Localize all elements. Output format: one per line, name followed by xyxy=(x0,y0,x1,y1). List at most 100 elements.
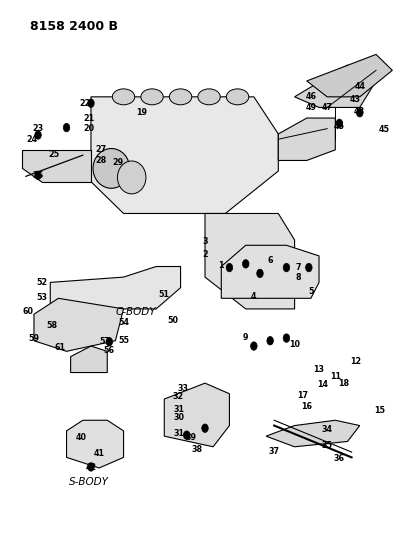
Polygon shape xyxy=(306,54,391,97)
Ellipse shape xyxy=(169,89,191,105)
Text: 50: 50 xyxy=(166,316,178,325)
Text: 3: 3 xyxy=(202,237,207,246)
Text: 22: 22 xyxy=(79,99,90,108)
Circle shape xyxy=(201,424,208,432)
Circle shape xyxy=(183,431,189,439)
Text: 57: 57 xyxy=(99,337,110,346)
Text: 32: 32 xyxy=(173,392,184,401)
Text: 24: 24 xyxy=(26,135,37,144)
Circle shape xyxy=(266,336,273,345)
Polygon shape xyxy=(294,65,375,108)
Ellipse shape xyxy=(93,149,129,188)
Text: 45: 45 xyxy=(333,122,344,131)
Circle shape xyxy=(242,260,248,268)
Text: 35: 35 xyxy=(321,441,332,450)
Text: 8: 8 xyxy=(295,272,301,281)
Polygon shape xyxy=(164,383,229,447)
Text: 61: 61 xyxy=(55,343,66,352)
Ellipse shape xyxy=(112,89,135,105)
Circle shape xyxy=(226,263,232,272)
Text: 59: 59 xyxy=(28,334,39,343)
Text: 19: 19 xyxy=(136,108,147,117)
Circle shape xyxy=(283,263,289,272)
Text: 6: 6 xyxy=(267,256,272,265)
Polygon shape xyxy=(221,245,318,298)
Text: 40: 40 xyxy=(75,433,86,442)
Text: 8158 2400 B: 8158 2400 B xyxy=(30,20,118,33)
Text: 56: 56 xyxy=(103,346,115,355)
Polygon shape xyxy=(91,97,278,214)
Text: 2: 2 xyxy=(202,251,207,260)
Text: 1: 1 xyxy=(218,261,223,270)
Text: 26: 26 xyxy=(32,171,43,180)
Ellipse shape xyxy=(117,161,146,194)
Text: 17: 17 xyxy=(297,391,308,400)
Text: 31: 31 xyxy=(173,429,184,438)
Polygon shape xyxy=(66,420,123,468)
Text: 58: 58 xyxy=(47,321,58,330)
Text: 42: 42 xyxy=(85,464,96,472)
Circle shape xyxy=(335,119,342,127)
Circle shape xyxy=(88,463,94,471)
Polygon shape xyxy=(50,266,180,309)
Text: 53: 53 xyxy=(36,293,47,302)
Polygon shape xyxy=(70,346,107,373)
Text: 27: 27 xyxy=(95,146,106,155)
Text: 39: 39 xyxy=(185,433,196,442)
Text: 16: 16 xyxy=(301,402,312,411)
Text: 54: 54 xyxy=(118,318,129,327)
Circle shape xyxy=(88,99,94,108)
Polygon shape xyxy=(34,298,123,351)
Text: 23: 23 xyxy=(32,124,43,133)
Text: 21: 21 xyxy=(83,114,94,123)
Text: 45: 45 xyxy=(378,125,389,134)
Ellipse shape xyxy=(198,89,220,105)
Circle shape xyxy=(283,334,289,342)
Text: 25: 25 xyxy=(49,150,60,159)
Circle shape xyxy=(35,171,41,180)
Text: 7: 7 xyxy=(295,263,301,272)
Text: 52: 52 xyxy=(36,278,47,287)
Text: 44: 44 xyxy=(353,82,364,91)
Text: 10: 10 xyxy=(288,341,299,350)
Circle shape xyxy=(35,131,41,139)
Text: 47: 47 xyxy=(321,103,332,112)
Text: 46: 46 xyxy=(305,92,316,101)
Text: 9: 9 xyxy=(243,333,248,342)
Text: 34: 34 xyxy=(321,425,332,434)
Text: 4: 4 xyxy=(250,292,256,301)
Text: 41: 41 xyxy=(93,449,104,458)
Text: 14: 14 xyxy=(317,379,328,389)
Text: 18: 18 xyxy=(337,378,348,387)
Ellipse shape xyxy=(226,89,248,105)
Polygon shape xyxy=(278,118,335,160)
Text: 28: 28 xyxy=(95,156,106,165)
Polygon shape xyxy=(265,420,359,447)
Text: 12: 12 xyxy=(349,358,360,367)
Text: 48: 48 xyxy=(353,107,364,116)
Text: 13: 13 xyxy=(313,365,324,374)
Text: 15: 15 xyxy=(374,406,385,415)
Circle shape xyxy=(355,109,362,117)
Text: 43: 43 xyxy=(349,95,360,104)
Text: S-BODY: S-BODY xyxy=(69,477,109,487)
Text: 11: 11 xyxy=(329,372,340,381)
Text: 38: 38 xyxy=(191,445,202,454)
Text: 20: 20 xyxy=(83,124,94,133)
Text: 36: 36 xyxy=(333,454,344,463)
Polygon shape xyxy=(22,150,91,182)
Circle shape xyxy=(106,337,112,346)
Text: C-BODY: C-BODY xyxy=(115,306,156,317)
Text: 30: 30 xyxy=(173,413,184,422)
Text: 37: 37 xyxy=(268,447,279,456)
Text: 33: 33 xyxy=(177,384,188,393)
Circle shape xyxy=(256,269,263,278)
Text: 31: 31 xyxy=(173,405,184,414)
Polygon shape xyxy=(204,214,294,309)
Text: 60: 60 xyxy=(22,306,33,316)
Text: 29: 29 xyxy=(112,158,123,167)
Text: 5: 5 xyxy=(308,287,313,296)
Circle shape xyxy=(305,263,311,272)
Circle shape xyxy=(250,342,256,350)
Text: 49: 49 xyxy=(305,103,316,112)
